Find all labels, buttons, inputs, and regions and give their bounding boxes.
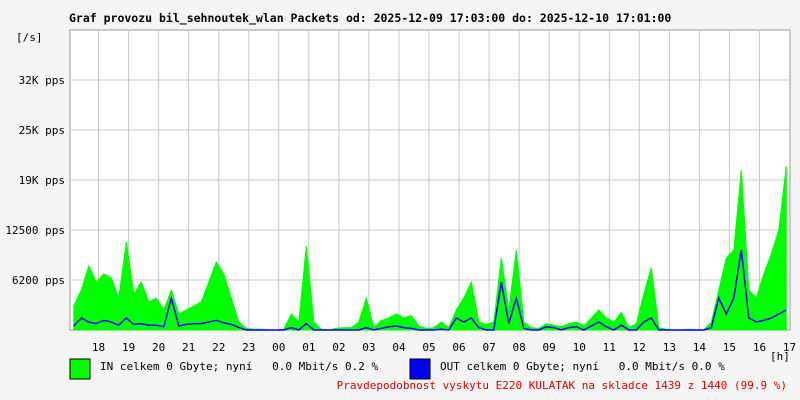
legend-label: OUT celkem 0 Gbyte; nyní 0.0 Mbit/s 0.0 …: [440, 360, 725, 373]
x-tick-label: 11: [603, 341, 616, 354]
y-tick-label: 12500 pps: [5, 224, 65, 237]
x-tick-label: 00: [272, 341, 285, 354]
legend-swatch: [409, 358, 431, 380]
y-tick-label: 6200 pps: [12, 274, 65, 287]
x-tick-label: 17: [783, 341, 796, 354]
x-tick-label: 23: [242, 341, 255, 354]
x-tick-label: 13: [663, 341, 676, 354]
x-tick-label: 05: [422, 341, 435, 354]
x-tick-label: 19: [122, 341, 135, 354]
legend: IN celkem 0 Gbyte; nyní 0.0 Mbit/s 0.2 %…: [69, 358, 725, 380]
x-axis-label: [h]: [770, 350, 790, 363]
x-tick-label: 20: [152, 341, 165, 354]
x-tick-label: 14: [693, 341, 707, 354]
marks: [73, 165, 787, 331]
chart-title: Graf provozu bil_sehnoutek_wlan Packets …: [69, 11, 671, 26]
x-tick-label: 15: [723, 341, 736, 354]
x-tick-label: 06: [452, 341, 465, 354]
y-tick-label: 19K pps: [19, 174, 65, 187]
x-tick-label: 03: [362, 341, 375, 354]
x-tick-label: 10: [573, 341, 586, 354]
x-tick-label: 16: [753, 341, 766, 354]
y-axis-label: [/s]: [16, 31, 43, 44]
legend-swatch: [69, 358, 91, 380]
series-line: [73, 249, 787, 331]
x-tick-label: 02: [332, 341, 345, 354]
x-tick-label: 01: [302, 341, 315, 354]
x-tick-label: 18: [92, 341, 105, 354]
x-tick-label: 08: [512, 341, 525, 354]
legend-label: IN celkem 0 Gbyte; nyní 0.0 Mbit/s 0.2 %: [100, 360, 379, 373]
x-tick-label: 22: [212, 341, 225, 354]
x-tick-label: 09: [543, 341, 556, 354]
x-tick-label: 04: [392, 341, 406, 354]
note: Pravdepodobnost vyskytu E220 KULATAK na …: [337, 379, 787, 392]
x-tick-label: 07: [482, 341, 495, 354]
y-tick-label: 25K pps: [19, 124, 65, 137]
y-tick-label: 32K pps: [19, 74, 65, 87]
x-tick-label: 21: [182, 341, 195, 354]
x-tick-label: 12: [633, 341, 646, 354]
